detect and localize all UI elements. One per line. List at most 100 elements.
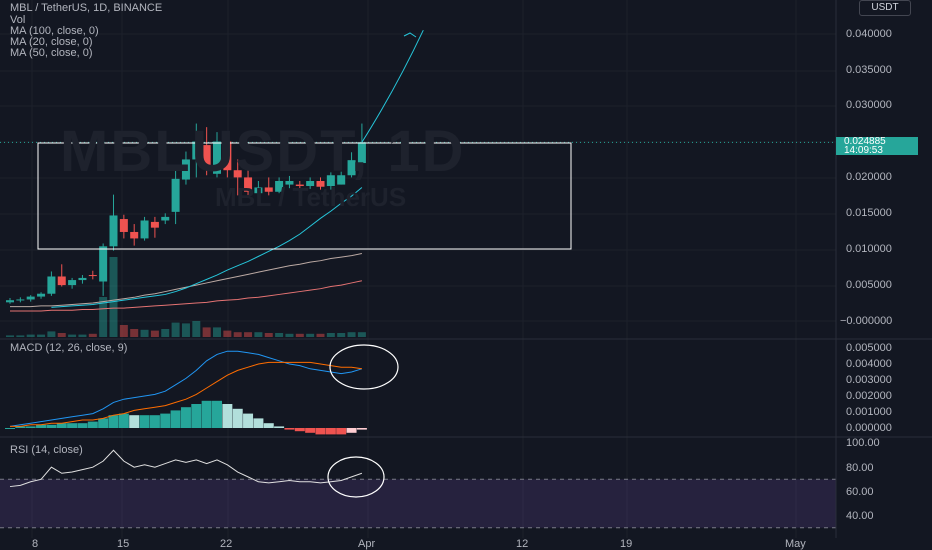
macd-histogram-bar xyxy=(356,428,367,430)
candle-body xyxy=(202,145,211,169)
macd-histogram-bar xyxy=(87,421,98,428)
macd-histogram-bar xyxy=(118,413,129,428)
symbol-legend[interactable]: MBL / TetherUS, 1D, BINANCE xyxy=(10,2,163,14)
watermark-symbol: MBLUSDT, 1D xyxy=(60,119,466,184)
rsi-circle-annotation xyxy=(327,456,385,498)
macd-histogram-bar xyxy=(212,400,222,428)
macd-histogram-bar xyxy=(139,415,150,428)
rsi-line xyxy=(9,449,363,488)
macd-histogram-bar xyxy=(274,426,285,428)
candle-body xyxy=(357,142,366,164)
macd-histogram-bar xyxy=(315,428,326,435)
candle-body xyxy=(306,180,315,187)
time-label: 8 xyxy=(32,538,39,550)
macd-histogram-bar xyxy=(46,424,57,428)
macd-axis-label: 0.001000 xyxy=(846,406,892,418)
macd-circle-annotation xyxy=(329,344,399,390)
macd-histogram-bar xyxy=(160,413,171,428)
volume-bar xyxy=(347,332,356,337)
watermark-description: MBL / TetherUS xyxy=(215,182,407,212)
price-label: 0.030000 xyxy=(846,99,892,111)
volume-bar xyxy=(109,257,118,337)
macd-histogram-bar xyxy=(180,407,191,428)
signal-line xyxy=(10,361,362,427)
candle-body xyxy=(337,175,346,185)
rsi-band xyxy=(0,479,836,528)
candle-body xyxy=(171,178,180,212)
candlesticks[interactable] xyxy=(0,123,836,304)
volume-bar xyxy=(233,332,242,337)
volume-bar xyxy=(88,333,97,337)
candle-body xyxy=(119,219,128,232)
ma100-line xyxy=(10,253,363,308)
macd-histogram-bar xyxy=(36,424,47,428)
macd-legend[interactable]: MACD (12, 26, close, 9) xyxy=(10,342,128,354)
macd-histogram-bar xyxy=(253,418,264,428)
candle-body xyxy=(150,221,159,228)
macd-axis-label: 0.005000 xyxy=(846,342,892,354)
vol-legend[interactable]: Vol xyxy=(10,14,26,26)
price-label: 0.040000 xyxy=(846,28,892,40)
bar-countdown: 14:09:53 xyxy=(844,145,883,156)
candle-body xyxy=(109,215,118,247)
candle-body xyxy=(88,275,97,277)
price-label: 0.010000 xyxy=(846,243,892,255)
macd-histogram-bar xyxy=(346,428,357,433)
macd-histogram-bar xyxy=(305,428,316,433)
volume-bar xyxy=(244,332,253,337)
volume-bar xyxy=(78,334,87,337)
volume-bar xyxy=(47,331,56,337)
volume-bar xyxy=(16,335,25,337)
macd-histogram-bar xyxy=(243,413,254,428)
time-label: 12 xyxy=(516,538,529,550)
price-label: 0.005000 xyxy=(846,279,892,291)
ma50-legend[interactable]: MA (50, close, 0) xyxy=(10,47,93,59)
ma50-line xyxy=(10,280,363,312)
volume-bar xyxy=(275,333,284,337)
macd-pane[interactable] xyxy=(5,344,399,435)
volume-bar xyxy=(130,329,139,337)
rsi-pane[interactable] xyxy=(0,449,836,529)
macd-histogram-bar xyxy=(15,426,26,428)
ma20-legend[interactable]: MA (20, close, 0) xyxy=(10,36,93,48)
macd-histogram-bar xyxy=(232,408,243,428)
rsi-legend[interactable]: RSI (14, close) xyxy=(10,444,83,456)
macd-histogram-bar xyxy=(67,423,78,428)
candle-body xyxy=(37,293,46,297)
macd-histogram-bar xyxy=(108,415,119,428)
macd-histogram-bar xyxy=(170,410,181,428)
volume-bar xyxy=(161,329,170,337)
macd-histogram-bar xyxy=(77,423,88,428)
drawing-annotations[interactable] xyxy=(37,29,572,250)
macd-histogram-bar xyxy=(98,418,109,428)
time-label: May xyxy=(785,538,806,550)
volume-bar xyxy=(171,322,180,337)
macd-histogram-bar xyxy=(201,400,212,428)
arrow-head xyxy=(403,32,417,38)
current-price-value: 0.024885 xyxy=(844,136,886,147)
candle-body xyxy=(264,187,273,192)
volume-bar xyxy=(326,333,335,337)
candle-body xyxy=(68,280,77,286)
volume-bar xyxy=(181,323,190,337)
time-label: 22 xyxy=(220,538,233,550)
macd-histogram-bar xyxy=(5,428,15,429)
volume-bar xyxy=(37,334,46,337)
price-label: 0.015000 xyxy=(846,207,892,219)
candle-body xyxy=(223,141,232,171)
volume-bar xyxy=(150,330,159,337)
volume-bar xyxy=(223,330,232,337)
price-label: −0.000000 xyxy=(840,315,893,327)
volume-bar xyxy=(26,334,35,337)
main-pane-bg xyxy=(0,0,836,550)
ma100-legend[interactable]: MA (100, close, 0) xyxy=(10,25,99,37)
macd-histogram-bar xyxy=(336,428,347,435)
macd-histogram-bar xyxy=(149,415,160,428)
volume-bar xyxy=(57,333,66,337)
grid-lines xyxy=(0,0,836,538)
volume-bar xyxy=(140,329,149,337)
candle-body xyxy=(57,276,66,286)
candle-body xyxy=(295,184,304,187)
currency-button[interactable]: USDT xyxy=(859,0,911,16)
